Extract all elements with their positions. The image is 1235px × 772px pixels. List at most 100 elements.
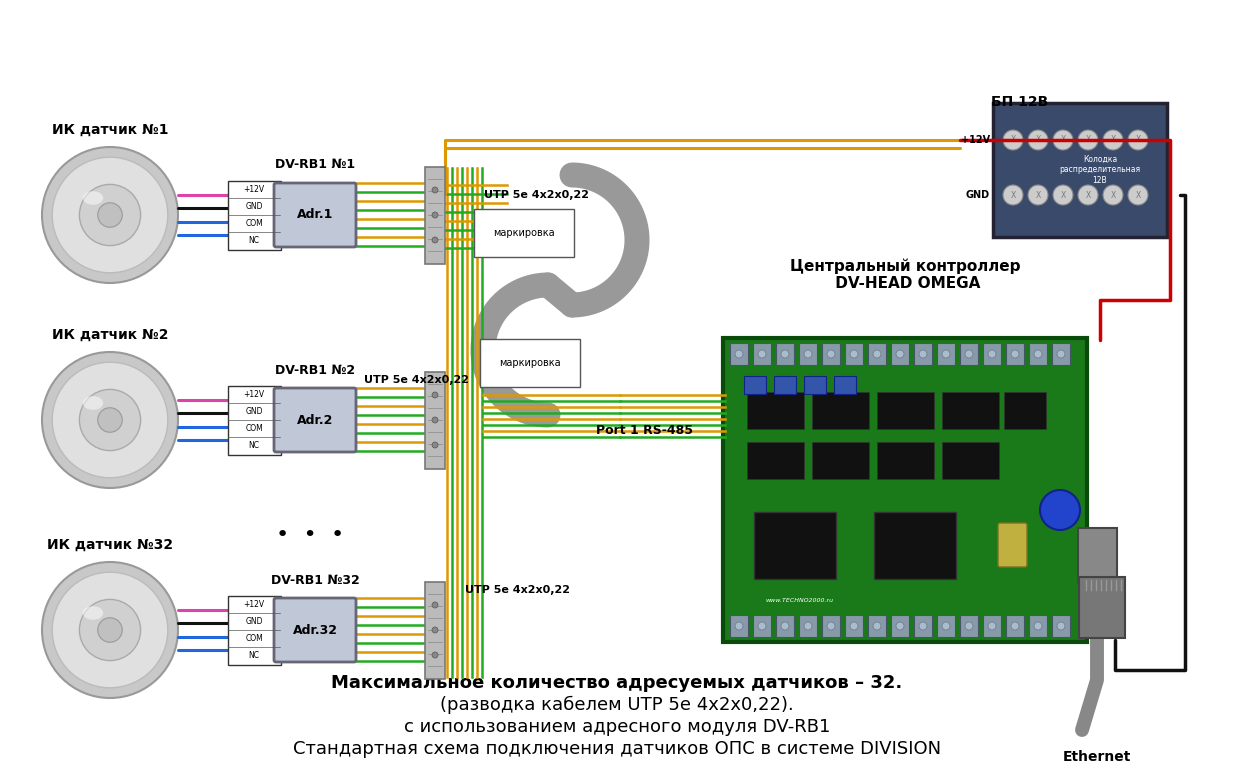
FancyBboxPatch shape (1078, 528, 1116, 582)
FancyBboxPatch shape (425, 167, 445, 263)
Text: GND: GND (966, 190, 990, 200)
Circle shape (1078, 185, 1098, 205)
Text: маркировка: маркировка (493, 228, 555, 238)
Text: X: X (1035, 136, 1041, 144)
Text: маркировка: маркировка (499, 358, 561, 368)
Circle shape (942, 622, 950, 630)
Text: DV-RB1 №32: DV-RB1 №32 (270, 574, 359, 587)
Circle shape (1003, 185, 1023, 205)
Circle shape (432, 392, 438, 398)
FancyBboxPatch shape (730, 343, 748, 365)
Circle shape (1057, 350, 1065, 358)
Circle shape (1128, 185, 1149, 205)
Text: Ethernet: Ethernet (1063, 750, 1131, 764)
Circle shape (1103, 185, 1123, 205)
FancyBboxPatch shape (914, 615, 932, 637)
FancyBboxPatch shape (799, 343, 818, 365)
Circle shape (1053, 130, 1073, 150)
Circle shape (1034, 350, 1042, 358)
Circle shape (42, 147, 178, 283)
Circle shape (873, 350, 881, 358)
FancyBboxPatch shape (890, 615, 909, 637)
Ellipse shape (83, 606, 104, 620)
Text: X: X (1135, 136, 1141, 144)
Circle shape (735, 350, 743, 358)
Circle shape (827, 622, 835, 630)
FancyBboxPatch shape (274, 183, 356, 247)
FancyBboxPatch shape (914, 343, 932, 365)
Circle shape (827, 350, 835, 358)
FancyBboxPatch shape (722, 338, 1087, 642)
FancyBboxPatch shape (743, 376, 766, 394)
Text: X: X (1135, 191, 1141, 199)
Text: X: X (1010, 191, 1015, 199)
FancyBboxPatch shape (1007, 343, 1024, 365)
FancyBboxPatch shape (890, 343, 909, 365)
FancyBboxPatch shape (845, 343, 863, 365)
FancyBboxPatch shape (774, 376, 797, 394)
Text: X: X (1110, 136, 1115, 144)
Circle shape (735, 622, 743, 630)
Text: ИК датчик №32: ИК датчик №32 (47, 538, 173, 552)
Text: DV-RB1 №2: DV-RB1 №2 (275, 364, 356, 377)
Text: +12V: +12V (243, 600, 264, 609)
Circle shape (781, 350, 789, 358)
Text: UTP 5e 4x2x0,22: UTP 5e 4x2x0,22 (466, 585, 571, 595)
Circle shape (52, 572, 168, 688)
FancyBboxPatch shape (998, 523, 1028, 567)
FancyBboxPatch shape (877, 391, 934, 428)
Circle shape (919, 350, 927, 358)
Text: GND: GND (246, 202, 263, 211)
Ellipse shape (83, 396, 104, 410)
Circle shape (897, 622, 904, 630)
FancyBboxPatch shape (937, 343, 955, 365)
Text: COM: COM (245, 634, 263, 643)
FancyBboxPatch shape (1029, 343, 1047, 365)
FancyBboxPatch shape (960, 615, 978, 637)
Text: Port 1 RS-485: Port 1 RS-485 (597, 424, 694, 436)
FancyBboxPatch shape (845, 615, 863, 637)
FancyBboxPatch shape (941, 442, 999, 479)
Circle shape (804, 350, 811, 358)
FancyBboxPatch shape (746, 442, 804, 479)
Circle shape (432, 627, 438, 633)
Text: +12V: +12V (243, 185, 264, 194)
Text: БП 12В: БП 12В (992, 95, 1049, 109)
Circle shape (432, 237, 438, 243)
Text: X: X (1061, 136, 1066, 144)
FancyBboxPatch shape (425, 581, 445, 679)
Text: X: X (1086, 191, 1091, 199)
Circle shape (52, 157, 168, 273)
Circle shape (52, 362, 168, 478)
Circle shape (1003, 130, 1023, 150)
Text: Колодка
распределительная
12В: Колодка распределительная 12В (1060, 155, 1141, 185)
Circle shape (98, 203, 122, 227)
FancyBboxPatch shape (753, 615, 771, 637)
Text: UTP 5e 4x2x0,22: UTP 5e 4x2x0,22 (484, 190, 589, 200)
FancyBboxPatch shape (799, 615, 818, 637)
FancyBboxPatch shape (274, 388, 356, 452)
Text: Adr.1: Adr.1 (296, 208, 333, 222)
FancyBboxPatch shape (868, 343, 885, 365)
Circle shape (850, 350, 858, 358)
FancyBboxPatch shape (730, 615, 748, 637)
Circle shape (1103, 130, 1123, 150)
Text: NC: NC (248, 651, 259, 660)
Text: GND: GND (246, 617, 263, 626)
Circle shape (942, 350, 950, 358)
Circle shape (1078, 130, 1098, 150)
FancyBboxPatch shape (874, 512, 956, 578)
FancyBboxPatch shape (937, 615, 955, 637)
Circle shape (988, 622, 995, 630)
Text: +12V: +12V (243, 390, 264, 399)
Circle shape (432, 652, 438, 658)
FancyBboxPatch shape (868, 615, 885, 637)
Text: (разводка кабелем UTP 5e 4x2x0,22).: (разводка кабелем UTP 5e 4x2x0,22). (440, 696, 794, 714)
Circle shape (781, 622, 789, 630)
FancyBboxPatch shape (993, 103, 1167, 237)
Circle shape (873, 622, 881, 630)
Text: COM: COM (245, 219, 263, 228)
Text: X: X (1110, 191, 1115, 199)
FancyBboxPatch shape (1079, 577, 1125, 638)
Text: DV-RB1 №1: DV-RB1 №1 (275, 158, 356, 171)
